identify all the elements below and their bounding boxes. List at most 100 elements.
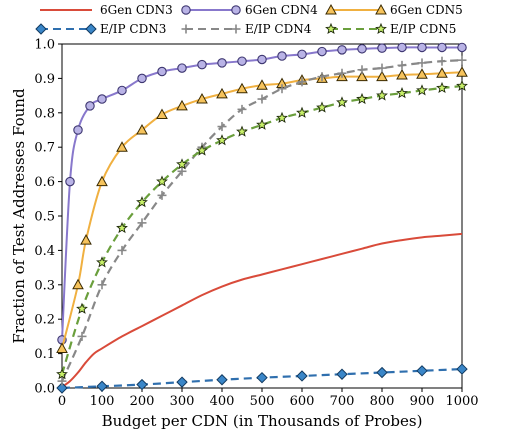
data-point xyxy=(156,108,168,120)
data-point xyxy=(277,51,287,61)
data-point-shape xyxy=(116,141,128,152)
legend-marker xyxy=(325,22,337,35)
data-point xyxy=(396,86,408,99)
data-point xyxy=(237,56,247,66)
data-point-shape xyxy=(80,234,92,245)
y-tick-label: 0.0 xyxy=(34,382,55,397)
data-point xyxy=(417,58,427,68)
y-axis-label: Fraction of Test Addresses Found xyxy=(10,88,28,344)
series-e-ip-cdn3 xyxy=(56,363,468,394)
data-point xyxy=(196,93,208,104)
x-tick-label: 500 xyxy=(250,394,275,409)
x-tick-label: 300 xyxy=(170,394,195,409)
data-point xyxy=(357,65,367,75)
data-point xyxy=(416,365,428,377)
data-point-shape xyxy=(96,380,108,392)
data-point xyxy=(177,166,187,176)
x-axis-label: Budget per CDN (in Thousands of Probes) xyxy=(102,412,423,430)
data-point-shape xyxy=(176,376,188,388)
data-point-shape xyxy=(56,382,68,394)
data-point xyxy=(336,368,348,380)
data-point xyxy=(237,104,247,114)
x-tick-label: 1000 xyxy=(445,394,478,409)
data-point-shape xyxy=(197,59,207,70)
data-point xyxy=(436,67,448,78)
y-tick-label: 0.9 xyxy=(34,72,55,87)
data-point xyxy=(417,42,427,53)
data-point-shape xyxy=(137,73,147,84)
data-point xyxy=(357,44,367,54)
data-point xyxy=(56,368,68,380)
data-point xyxy=(377,43,387,53)
data-point-shape xyxy=(436,81,448,94)
data-point-shape xyxy=(116,221,128,234)
data-point-shape xyxy=(236,125,248,137)
data-point xyxy=(57,376,67,386)
series-6gen-cdn5 xyxy=(56,66,468,353)
data-point-shape xyxy=(76,302,88,314)
data-point-shape xyxy=(416,68,428,79)
data-point-shape xyxy=(356,92,368,105)
data-point xyxy=(136,196,148,208)
data-point-shape xyxy=(276,111,288,123)
legend-marker-shape xyxy=(231,5,241,15)
x-tick-label: 200 xyxy=(130,394,155,409)
data-point xyxy=(136,378,148,391)
data-point xyxy=(216,374,228,386)
legend-marker-shape xyxy=(325,3,337,15)
legend-label: 6Gen CDN4 xyxy=(245,3,318,17)
data-point-shape xyxy=(396,86,408,99)
data-point xyxy=(217,122,227,132)
data-point xyxy=(377,63,387,73)
data-point xyxy=(456,363,468,375)
data-point-shape xyxy=(156,175,168,187)
data-point xyxy=(137,218,147,228)
legend-marker xyxy=(181,5,191,15)
legend-item: E/IP CDN4 xyxy=(181,22,312,36)
data-point xyxy=(177,63,187,73)
data-point xyxy=(337,45,347,55)
data-point xyxy=(456,79,468,91)
legend-label: E/IP CDN5 xyxy=(390,22,456,36)
series-6gen-cdn4 xyxy=(57,42,467,345)
data-point xyxy=(56,382,68,394)
y-tick-label: 1.0 xyxy=(34,38,55,53)
data-point xyxy=(256,118,268,130)
legend-marker xyxy=(181,24,191,34)
legend-marker xyxy=(231,24,241,34)
data-point-shape xyxy=(85,101,95,111)
y-tick-label: 0.6 xyxy=(34,175,55,190)
data-point xyxy=(376,366,388,379)
y-tick-label: 0.7 xyxy=(34,141,55,156)
data-point xyxy=(216,134,228,146)
data-point-shape xyxy=(277,51,287,61)
data-point xyxy=(257,94,267,104)
data-point xyxy=(416,68,428,79)
data-point-shape xyxy=(56,342,68,353)
data-point-shape xyxy=(256,118,268,130)
data-point xyxy=(397,42,407,53)
legend-item: E/IP CDN5 xyxy=(325,22,456,36)
legend: 6Gen CDN3 6Gen CDN4 6Gen CDN5 E/IP CDN3 E/IP… xyxy=(35,3,463,36)
data-point-shape xyxy=(416,84,428,96)
data-point-shape xyxy=(316,101,328,113)
data-point xyxy=(137,73,147,84)
data-point-shape xyxy=(216,134,228,146)
series-line xyxy=(60,59,463,382)
data-point xyxy=(97,280,107,290)
series-e-ip-cdn5 xyxy=(56,79,468,380)
data-point xyxy=(117,245,127,255)
data-point xyxy=(197,59,207,70)
data-point xyxy=(156,175,168,187)
legend-marker xyxy=(85,23,97,35)
x-tick-label: 0 xyxy=(58,394,66,409)
data-point-shape xyxy=(217,58,227,68)
data-point xyxy=(456,66,468,77)
data-point xyxy=(236,125,248,137)
data-point-shape xyxy=(356,70,368,82)
x-tick-label: 700 xyxy=(330,394,355,409)
data-point-shape xyxy=(236,82,248,94)
x-axis-ticks: 0 100 200 300 400 500 600 700 800 900 1000 xyxy=(58,388,479,409)
data-point-shape xyxy=(117,85,127,96)
data-point-shape xyxy=(136,123,148,135)
